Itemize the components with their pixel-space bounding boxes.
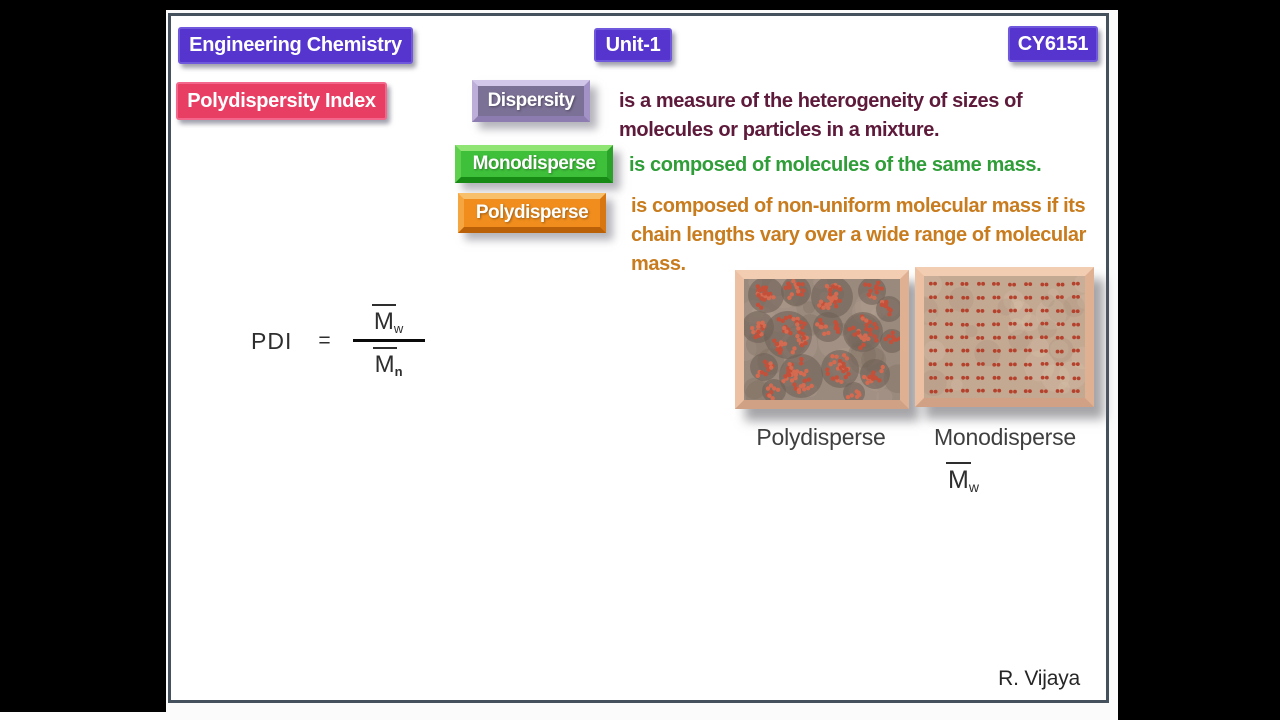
figure-monodisperse: [915, 267, 1094, 407]
monodisperse-term-label: Monodisperse: [472, 153, 596, 174]
course-badge-label: Engineering Chemistry: [189, 34, 402, 56]
slide: Engineering Chemistry Unit-1 CY6151 Poly…: [168, 13, 1109, 703]
monodisperse-term-badge: Monodisperse: [455, 145, 613, 183]
title-badge: Polydispersity Index: [176, 82, 387, 120]
equals-sign: =: [318, 329, 331, 352]
formula-fraction: Mw Mn: [352, 304, 425, 378]
slide-canvas: Engineering Chemistry Unit-1 CY6151 Poly…: [166, 10, 1118, 720]
monodisperse-definition-text: is composed of molecules of the same mas…: [629, 154, 1042, 176]
fraction-bar: [352, 339, 425, 342]
formula-lhs: PDI: [251, 327, 293, 354]
title-badge-label: Polydispersity Index: [187, 89, 376, 112]
author-credit: R. Vijaya: [998, 667, 1080, 690]
course-badge: Engineering Chemistry: [178, 27, 413, 64]
dispersity-definition-text: is a measure of the heterogeneity of siz…: [619, 90, 1023, 141]
caption-monodisperse: Monodisperse: [933, 424, 1077, 450]
course-code-badge: CY6151: [1008, 26, 1098, 62]
unit-badge-label: Unit-1: [605, 33, 661, 56]
pdi-formula: PDI = Mw Mn: [251, 304, 425, 378]
dispersity-term-badge: Dispersity: [472, 80, 590, 122]
polydisperse-term-badge: Polydisperse: [458, 193, 606, 233]
figure-polydisperse: [735, 270, 909, 409]
unit-badge: Unit-1: [594, 28, 672, 62]
polydisperse-illustration: [744, 279, 900, 400]
monodisperse-illustration: [924, 276, 1085, 398]
course-code-label: CY6151: [1017, 32, 1089, 55]
numerator-mw: Mw: [371, 304, 403, 335]
mw-annotation: Mw: [946, 462, 979, 495]
caption-polydisperse: Polydisperse: [756, 424, 886, 450]
bottom-white-strip: [0, 712, 170, 720]
denominator-mn: Mn: [372, 347, 403, 378]
dispersity-term-label: Dispersity: [487, 90, 575, 111]
polydisperse-term-label: Polydisperse: [475, 202, 589, 223]
polydisperse-definition-text: is composed of non-uniform molecular mas…: [631, 195, 1086, 275]
